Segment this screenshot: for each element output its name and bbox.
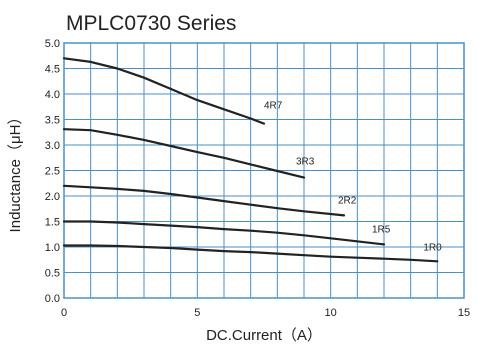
x-axis-label: DC.Current（A） <box>206 327 322 344</box>
y-tick-label: 2.0 <box>45 191 60 203</box>
y-tick-label: 1.0 <box>45 242 60 254</box>
x-tick-label: 5 <box>194 307 200 319</box>
series-line-3r3 <box>62 128 306 179</box>
series-line-1r0 <box>62 244 439 263</box>
x-tick-label: 0 <box>61 307 67 319</box>
y-axis-label: Inductance（μH） <box>7 110 24 233</box>
series-label-3r3: 3R3 <box>296 157 315 168</box>
y-tick-label: 3.5 <box>45 115 60 127</box>
series-labels: 4R7 3R3 2R2 1R5 1R0 <box>264 101 442 254</box>
series-lines <box>62 57 439 263</box>
y-tick-label: 4.0 <box>45 89 60 101</box>
y-tick-label: 5.0 <box>45 38 60 50</box>
y-tick-label: 1.5 <box>45 217 60 229</box>
series-line-4r7 <box>62 57 266 125</box>
y-tick-label: 3.0 <box>45 140 60 152</box>
grid <box>63 42 465 299</box>
x-tick-label: 15 <box>458 307 470 319</box>
y-tick-label: 4.5 <box>45 64 60 76</box>
chart-title: MPLC0730 Series <box>66 12 236 35</box>
series-label-2r2: 2R2 <box>338 195 357 206</box>
y-tick-label: 2.5 <box>45 166 60 178</box>
x-tick-label: 10 <box>325 307 337 319</box>
series-label-1r0: 1R0 <box>423 242 442 253</box>
series-label-1r5: 1R5 <box>372 224 391 235</box>
plot-frame <box>63 42 465 299</box>
series-line-2r2 <box>62 184 346 217</box>
y-tick-label: 0.5 <box>45 268 60 280</box>
tick-labels: 0 5 10 15 0.0 0.5 1.0 1.5 2.0 2.5 3.0 3.5 4.0 4.5 5.0 <box>45 38 470 319</box>
series-label-4r7: 4R7 <box>264 101 283 112</box>
y-tick-label: 0.0 <box>45 293 60 305</box>
series-line-1r5 <box>62 220 386 246</box>
